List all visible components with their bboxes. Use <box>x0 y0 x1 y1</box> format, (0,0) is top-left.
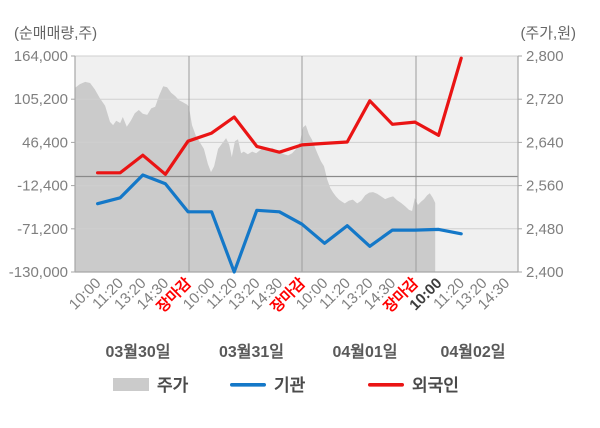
foreigner-line-series <box>95 56 463 176</box>
legend-label: 기관 <box>274 376 306 395</box>
right-axis-tick-label: 2,720 <box>526 91 564 108</box>
legend-layer: 주가 기관 외국인 <box>113 376 459 395</box>
left-axis-tick-label: 164,000 <box>14 48 68 65</box>
right-axis-tick-label: 2,400 <box>526 264 564 281</box>
right-axis-tick-label: 2,560 <box>526 178 564 195</box>
line-layer <box>95 56 463 274</box>
right-axis-tick-label: 2,800 <box>526 48 564 65</box>
date-label: 04월01일 <box>332 343 397 361</box>
legend-swatch-line <box>368 383 404 387</box>
legend-label: 주가 <box>157 376 189 395</box>
legend-swatch-area <box>113 378 149 391</box>
left-axis-tick-label: -130,000 <box>9 264 68 281</box>
right-axis-title: (주가,원) <box>520 25 576 42</box>
left-axis-tick-label: 105,200 <box>14 91 68 108</box>
left-axis-tick-label: -12,400 <box>17 178 68 195</box>
date-label: 03월30일 <box>105 343 170 361</box>
legend-item-institution: 기관 <box>230 376 306 395</box>
axis-layer <box>71 55 522 273</box>
date-label-layer: 03월30일 03월31일 04월01일 04월02일 <box>105 343 505 361</box>
left-axis-title: (순매매량,주) <box>14 25 97 42</box>
right-axis-tick-label: 2,480 <box>526 221 564 238</box>
left-axis-tick-label: -71,200 <box>17 221 68 238</box>
institution-line-series <box>95 173 463 274</box>
legend-swatch-line <box>230 383 266 387</box>
date-label: 04월02일 <box>440 343 505 361</box>
legend-item-price: 주가 <box>113 376 189 395</box>
legend-item-foreigner: 외국인 <box>368 376 459 395</box>
date-label: 03월31일 <box>219 343 284 361</box>
legend-label: 외국인 <box>412 376 459 395</box>
left-axis-tick-label: 46,400 <box>22 134 68 151</box>
right-axis-tick-label: 2,640 <box>526 134 564 151</box>
tick-label-layer: 164,000 105,200 46,400 -12,400 -71,200 -130,0… <box>9 48 564 316</box>
